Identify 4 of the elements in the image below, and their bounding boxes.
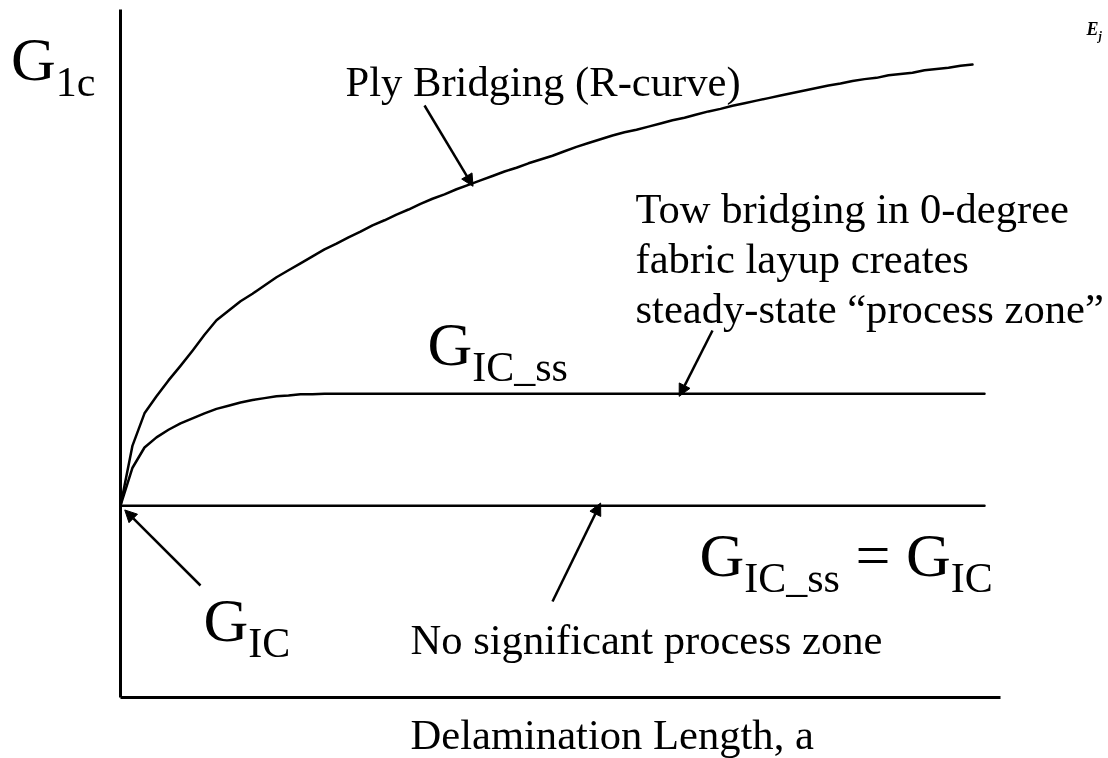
annotation: Ply Bridging (R-curve) — [345, 57, 741, 106]
x-axis-title: Delamination Length, a — [410, 710, 814, 758]
annotation: No significant process zone — [410, 615, 883, 663]
annotation: Tow bridging in 0-degree fabric layup creates steady-state “process zone” — [635, 184, 1104, 332]
